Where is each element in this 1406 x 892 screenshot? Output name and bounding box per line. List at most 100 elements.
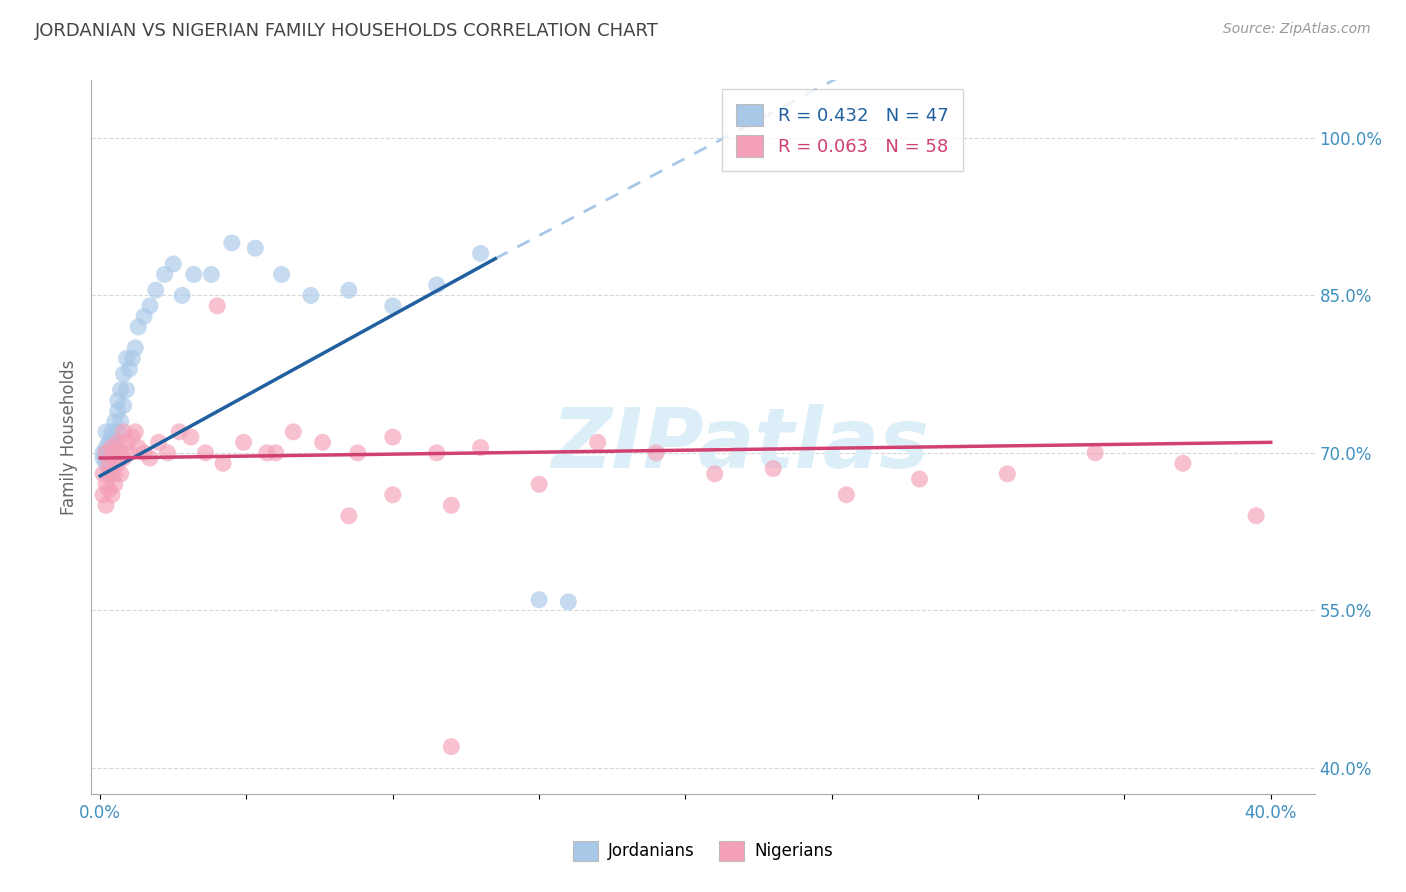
Point (762, 461, 785, 475)
Point (91, 451, 114, 466)
Point (115, 383, 138, 397)
Point (153, 268, 176, 282)
Point (162, 257, 184, 271)
Point (94, 498, 117, 512)
Point (381, 488, 404, 502)
Point (995, 467, 1018, 481)
Point (97, 461, 120, 475)
Point (107, 456, 129, 470)
Point (426, 277, 449, 292)
Point (104, 446, 127, 460)
Point (101, 488, 124, 502)
Point (91, 467, 114, 481)
Point (104, 477, 127, 491)
Point (94, 477, 117, 491)
Point (101, 425, 124, 439)
Point (167, 425, 190, 439)
Point (346, 446, 368, 460)
Point (101, 467, 124, 481)
Point (440, 739, 463, 754)
Point (97, 451, 120, 466)
Point (107, 393, 129, 408)
Point (91, 446, 114, 460)
Point (470, 441, 492, 455)
Point (110, 383, 132, 397)
Point (426, 446, 449, 460)
Point (527, 592, 550, 607)
Point (148, 435, 170, 450)
Point (118, 362, 141, 376)
Point (101, 430, 124, 444)
Point (107, 425, 129, 439)
Point (311, 435, 333, 450)
Point (232, 435, 254, 450)
Point (1171, 456, 1194, 470)
Point (132, 310, 155, 324)
Point (112, 399, 135, 413)
Point (145, 283, 167, 297)
Point (112, 451, 135, 466)
Text: ZIPatlas: ZIPatlas (551, 404, 928, 484)
Point (703, 467, 725, 481)
Point (256, 446, 278, 460)
Point (107, 404, 129, 418)
Legend: Jordanians, Nigerians: Jordanians, Nigerians (567, 834, 839, 868)
Point (183, 268, 205, 282)
Point (264, 446, 287, 460)
Point (104, 467, 127, 481)
Point (107, 435, 129, 450)
Point (94, 446, 117, 460)
Point (557, 595, 579, 609)
Y-axis label: Family Households: Family Households (59, 359, 77, 515)
Point (132, 446, 155, 460)
Point (124, 341, 146, 355)
Point (1084, 446, 1107, 460)
Point (586, 435, 609, 450)
Point (200, 268, 222, 282)
Point (104, 451, 127, 466)
Point (97, 456, 120, 470)
Point (205, 299, 228, 313)
Point (381, 299, 404, 313)
Point (139, 299, 162, 313)
Point (127, 441, 149, 455)
Point (156, 446, 179, 460)
Text: Source: ZipAtlas.com: Source: ZipAtlas.com (1223, 22, 1371, 37)
Point (94, 441, 117, 455)
Point (835, 488, 858, 502)
Point (645, 446, 668, 460)
Text: JORDANIAN VS NIGERIAN FAMILY HOUSEHOLDS CORRELATION CHART: JORDANIAN VS NIGERIAN FAMILY HOUSEHOLDS … (35, 22, 659, 40)
Point (94, 456, 117, 470)
Point (110, 467, 132, 481)
Point (115, 351, 138, 366)
Point (94, 425, 117, 439)
Point (112, 367, 135, 381)
Point (104, 414, 127, 428)
Point (124, 425, 146, 439)
Point (97, 467, 120, 481)
Point (221, 235, 243, 250)
Point (121, 351, 143, 366)
Point (127, 319, 149, 334)
Point (1244, 508, 1267, 523)
Point (527, 477, 550, 491)
Point (440, 498, 463, 512)
Point (283, 425, 305, 439)
Point (101, 441, 124, 455)
Point (121, 430, 143, 444)
Point (470, 246, 492, 260)
Point (299, 288, 322, 302)
Point (245, 241, 267, 255)
Point (908, 472, 931, 486)
Point (97, 446, 120, 460)
Point (101, 441, 124, 455)
Point (110, 414, 132, 428)
Point (115, 435, 138, 450)
Point (118, 446, 141, 460)
Point (381, 430, 404, 444)
Point (97, 483, 120, 497)
Point (270, 268, 292, 282)
Point (91, 488, 114, 502)
Point (110, 446, 132, 460)
Point (139, 451, 162, 466)
